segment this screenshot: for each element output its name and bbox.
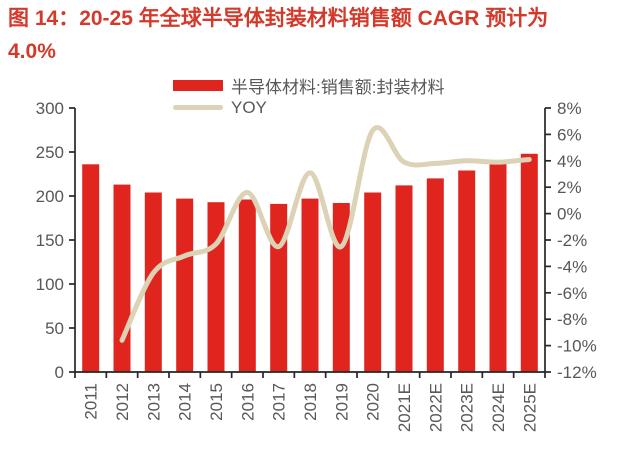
right-axis-label-2%: 2% — [557, 178, 582, 197]
bar-2018 — [301, 198, 319, 372]
bar-2017 — [270, 203, 288, 372]
right-axis-label--2%: -2% — [557, 231, 587, 250]
bar-series-swatch-icon — [173, 80, 223, 91]
legend-item-bar-series: 半导体材料:销售额:封装材料 — [173, 76, 445, 97]
chart-title-line1: 图 14：20-25 年全球半导体封装材料销售额 CAGR 预计为 — [8, 7, 549, 30]
chart-title: 图 14：20-25 年全球半导体封装材料销售额 CAGR 预计为 4.0% — [8, 2, 624, 68]
bar-2023E — [458, 170, 476, 372]
right-axis-label--6%: -6% — [557, 284, 587, 303]
left-axis-label-250: 250 — [36, 143, 64, 162]
bar-2020 — [364, 192, 382, 372]
x-label-2016: 2016 — [238, 383, 257, 421]
left-axis-label-100: 100 — [36, 275, 64, 294]
x-label-2025E: 2025E — [520, 383, 539, 432]
legend: 半导体材料:销售额:封装材料 YOY — [173, 76, 444, 117]
bar-2015 — [207, 202, 225, 372]
legend-item-yoy-series: YOY — [173, 98, 444, 117]
chart-svg: 300 250 200 150 100 50 0 8% 6% 4% 2% 0% -2% -4% -6% -8%… — [36, 99, 597, 432]
chart-title-line2: 4.0% — [8, 40, 56, 63]
x-label-2015: 2015 — [207, 383, 226, 421]
bar-2011 — [82, 164, 100, 372]
right-axis-label--12%: -12% — [557, 363, 597, 382]
right-axis-label-0%: 0% — [557, 205, 582, 224]
x-label-2017: 2017 — [270, 383, 289, 421]
left-axis-label-50: 50 — [45, 319, 64, 338]
x-label-2019: 2019 — [332, 383, 351, 421]
left-axis-label-150: 150 — [36, 231, 64, 250]
x-label-2014: 2014 — [176, 383, 195, 421]
x-label-2024E: 2024E — [489, 383, 508, 432]
bar-2025E — [520, 153, 538, 372]
right-axis-label-4%: 4% — [557, 152, 582, 171]
x-label-2021E: 2021E — [395, 383, 414, 432]
x-label-2018: 2018 — [301, 383, 320, 421]
x-label-2012: 2012 — [113, 383, 132, 421]
left-axis-label-0: 0 — [55, 363, 64, 382]
bar-2016 — [238, 199, 256, 372]
yoy-series-label: YOY — [231, 97, 267, 117]
bar-2022E — [426, 178, 444, 372]
bar-2014 — [176, 198, 194, 372]
x-label-2023E: 2023E — [458, 383, 477, 432]
right-axis-label--4%: -4% — [557, 257, 587, 276]
bar-2024E — [489, 162, 507, 372]
x-label-2011: 2011 — [82, 383, 101, 420]
right-axis-label--8%: -8% — [557, 310, 587, 329]
bar-2012 — [113, 184, 131, 372]
right-axis-label--10%: -10% — [557, 337, 597, 356]
right-axis-label-6%: 6% — [557, 125, 582, 144]
bar-2013 — [144, 192, 162, 372]
x-label-2022E: 2022E — [426, 383, 445, 432]
left-axis-label-300: 300 — [36, 99, 64, 118]
yoy-series-swatch-icon — [173, 105, 223, 110]
right-axis-label-8%: 8% — [557, 99, 582, 118]
x-label-2020: 2020 — [364, 383, 383, 421]
x-label-2013: 2013 — [144, 383, 163, 421]
bar-2021E — [395, 185, 413, 372]
left-axis-label-200: 200 — [36, 187, 64, 206]
yoy-line — [119, 125, 532, 343]
bar-series-label: 半导体材料:销售额:封装材料 — [231, 78, 445, 97]
